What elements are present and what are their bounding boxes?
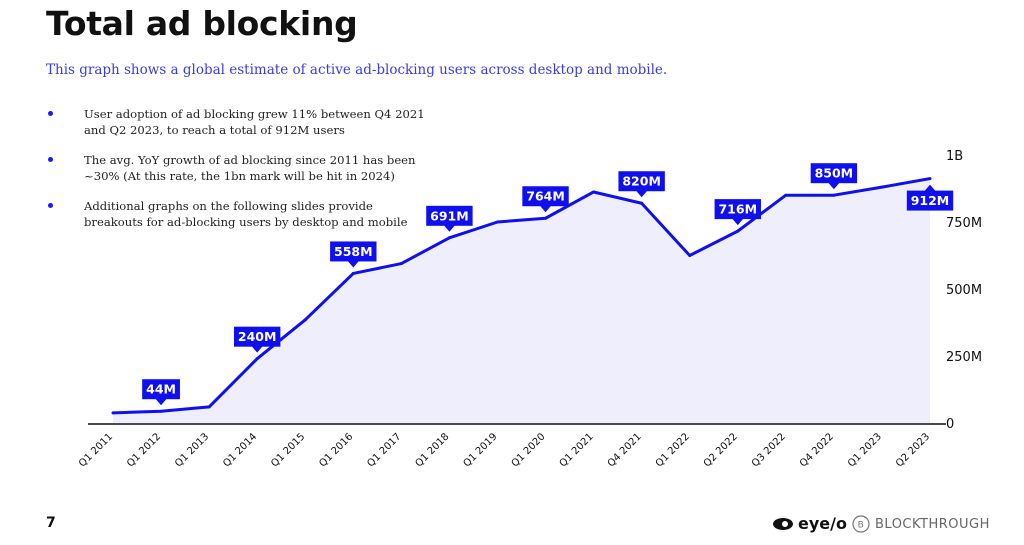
data-label-box bbox=[330, 241, 377, 262]
data-label-pointer bbox=[443, 224, 456, 232]
data-point bbox=[207, 405, 211, 409]
data-point bbox=[447, 236, 451, 240]
data-point bbox=[255, 357, 259, 361]
data-label: 912M bbox=[911, 193, 950, 208]
bullet-dot-icon bbox=[48, 203, 53, 208]
bullet-list: User adoption of ad blocking grew 11% be… bbox=[48, 106, 428, 244]
data-label-pointer bbox=[924, 184, 936, 192]
bullet-dot-icon bbox=[48, 111, 53, 116]
data-label: 558M bbox=[334, 244, 373, 259]
page-subtitle: This graph shows a global estimate of ac… bbox=[46, 62, 668, 78]
data-label-pointer bbox=[827, 182, 840, 190]
x-tick-label: Q1 2014 bbox=[221, 431, 259, 469]
x-tick-label: Q1 2022 bbox=[654, 431, 692, 469]
data-point bbox=[736, 229, 740, 233]
data-label: 850M bbox=[815, 166, 854, 181]
data-point bbox=[399, 262, 403, 266]
bullet-item: The avg. YoY growth of ad blocking since… bbox=[48, 152, 428, 184]
x-tick-label: Q2 2023 bbox=[894, 431, 932, 469]
data-point bbox=[640, 201, 644, 205]
data-label: 691M bbox=[430, 208, 469, 223]
data-label: 240M bbox=[238, 329, 277, 344]
x-tick-label: Q1 2023 bbox=[846, 431, 884, 469]
data-point bbox=[495, 220, 499, 224]
page-title: Total ad blocking bbox=[46, 4, 358, 43]
series-line bbox=[112, 177, 931, 415]
x-tick-label: Q2 2022 bbox=[702, 431, 740, 469]
data-label-pointer bbox=[155, 398, 168, 406]
bullet-text: Additional graphs on the following slide… bbox=[84, 199, 408, 229]
data-point bbox=[111, 411, 115, 415]
bullet-text: The avg. YoY growth of ad blocking since… bbox=[84, 153, 416, 183]
data-point bbox=[832, 193, 836, 197]
page-number: 7 bbox=[46, 515, 56, 531]
data-point bbox=[592, 190, 596, 194]
data-point bbox=[303, 318, 307, 322]
data-label-pointer bbox=[251, 345, 264, 353]
area-fill bbox=[113, 178, 930, 423]
x-tick-label: Q1 2017 bbox=[365, 431, 403, 469]
y-tick-label: 0 bbox=[946, 417, 954, 432]
blockthrough-icon: B bbox=[852, 515, 870, 533]
bullet-item: User adoption of ad blocking grew 11% be… bbox=[48, 106, 428, 138]
eye-icon bbox=[773, 517, 793, 530]
data-label: 820M bbox=[622, 174, 661, 189]
x-tick-label: Q1 2016 bbox=[317, 431, 355, 469]
x-tick-label: Q1 2011 bbox=[77, 431, 115, 469]
data-point bbox=[688, 254, 692, 257]
data-point bbox=[784, 193, 788, 197]
data-label-pointer bbox=[347, 260, 360, 268]
data-point bbox=[544, 216, 548, 220]
x-tick-label: Q1 2019 bbox=[461, 431, 499, 469]
data-label-box bbox=[522, 186, 569, 207]
blockthrough-logo: B BLOCKTHROUGH bbox=[852, 515, 990, 533]
y-tick-label: 500M bbox=[946, 283, 982, 298]
data-label: 716M bbox=[718, 202, 757, 217]
y-tick-label: 250M bbox=[946, 350, 982, 365]
data-label-pointer bbox=[539, 205, 552, 213]
x-tick-label: Q4 2021 bbox=[606, 431, 644, 469]
y-tick-label: 1B bbox=[946, 149, 963, 164]
data-point bbox=[928, 177, 932, 181]
data-label-pointer bbox=[635, 190, 648, 198]
data-label-box bbox=[426, 205, 473, 226]
eyeo-logo: eye/o bbox=[772, 514, 847, 533]
x-tick-label: Q3 2022 bbox=[750, 431, 788, 469]
data-label-box bbox=[618, 171, 665, 192]
x-tick-label: Q1 2012 bbox=[125, 431, 163, 469]
bullet-dot-icon bbox=[48, 157, 53, 162]
bullet-text: User adoption of ad blocking grew 11% be… bbox=[84, 107, 425, 137]
data-label: 44M bbox=[146, 382, 176, 397]
bullet-item: Additional graphs on the following slide… bbox=[48, 198, 428, 230]
x-tick-label: Q1 2018 bbox=[413, 431, 451, 469]
svg-text:B: B bbox=[858, 521, 865, 531]
data-point bbox=[880, 185, 884, 189]
x-tick-label: Q1 2020 bbox=[510, 431, 548, 469]
eyeo-logo-text: eye/o bbox=[798, 514, 847, 533]
data-label-box bbox=[810, 163, 858, 184]
data-label-pointer bbox=[731, 218, 744, 226]
data-point bbox=[351, 271, 355, 275]
data-label-box bbox=[714, 199, 761, 220]
data-label-box bbox=[233, 326, 281, 347]
y-tick-label: 750M bbox=[946, 216, 982, 231]
x-tick-label: Q1 2015 bbox=[269, 431, 307, 469]
data-label-box bbox=[142, 379, 180, 400]
blockthrough-logo-text: BLOCKTHROUGH bbox=[875, 516, 990, 532]
data-label-box bbox=[906, 190, 954, 211]
x-tick-label: Q1 2021 bbox=[558, 431, 596, 469]
data-label: 764M bbox=[526, 189, 565, 204]
x-tick-label: Q4 2022 bbox=[798, 431, 836, 469]
data-point bbox=[159, 409, 163, 413]
x-tick-label: Q1 2013 bbox=[173, 431, 211, 469]
